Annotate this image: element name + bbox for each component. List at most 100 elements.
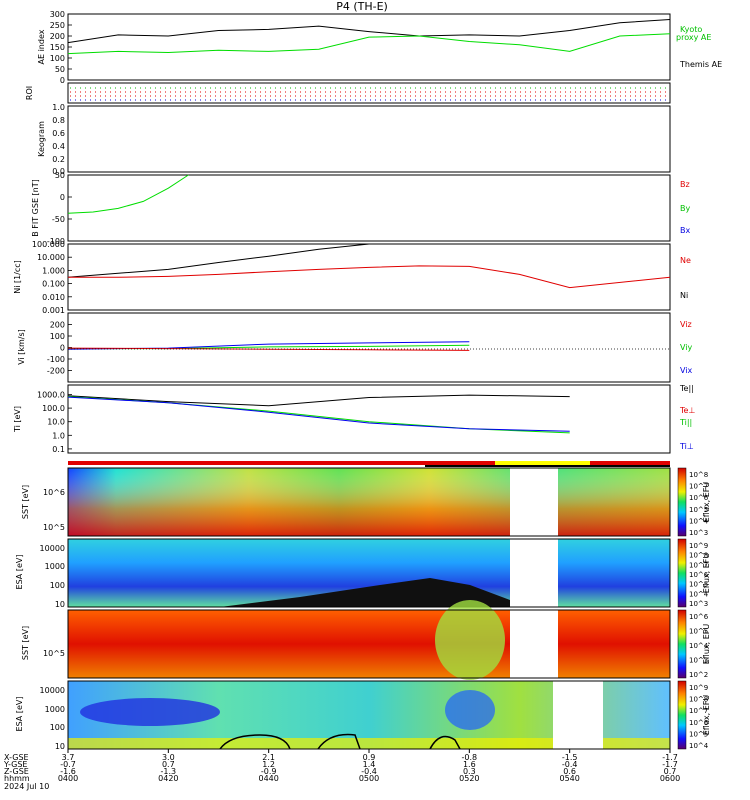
- legend-proxy-ae: proxy AE: [676, 33, 711, 42]
- vi-tick-label: -100: [47, 355, 65, 364]
- svg-text:10: 10: [55, 600, 65, 609]
- svg-text:Eflux, EFU: Eflux, EFU: [702, 624, 711, 665]
- footer-cell: 0400: [58, 774, 78, 783]
- footer-cell: -1.5: [562, 753, 578, 762]
- roi-panel: [67, 82, 671, 104]
- footer-cell: 3.0: [162, 753, 175, 762]
- esa-i-spectrogram: [67, 680, 671, 750]
- bfield-tick-label: 0: [60, 193, 65, 202]
- vi-tick-label: 100: [50, 332, 65, 341]
- footer-cell: -1.3: [161, 767, 177, 776]
- footer-columns: 3.7-0.7-1.604003.00.7-1.304202.11.2-0.90…: [58, 749, 680, 783]
- svg-text:0.6: 0.6: [52, 129, 65, 138]
- esa-e-spectrogram: [67, 538, 671, 608]
- esa-i-ylabel: ESA [eV]: [15, 697, 24, 732]
- footer-cell: 0.7: [664, 767, 677, 776]
- bfield-panel: [67, 174, 671, 242]
- footer-cell: 1.2: [262, 760, 275, 769]
- colorbar-tick-label: 10^5: [689, 628, 708, 636]
- footer-cell: 0440: [258, 774, 278, 783]
- ae-tick-label: 300: [50, 10, 65, 19]
- legend-bz: Bz: [680, 180, 690, 189]
- ni-tick-label: 100.000: [32, 240, 65, 249]
- footer-cell: 2.1: [262, 753, 275, 762]
- svg-text:1000: 1000: [45, 705, 65, 714]
- colorbar-tick-label: 10^6: [689, 571, 709, 579]
- ae-tick-label: 0: [60, 76, 65, 85]
- ae-tick-label: 150: [50, 43, 65, 52]
- spectrogram-ticks: 10^6 10^5 10000 1000 100 10 10^5 10000 1…: [40, 488, 65, 751]
- esa-e-ylabel: ESA [eV]: [15, 555, 24, 590]
- bfield-tick-label: -100: [47, 237, 65, 246]
- bfield-tick-label: 50: [55, 171, 65, 180]
- colorbar-tick-label: 10^7: [689, 707, 708, 715]
- vi-tick-labels: 200 100 0 -100 -200: [47, 321, 65, 376]
- footer-row-labels: X-GSE Y-GSE Z-GSE hhmm 2024 Jul 10: [3, 753, 49, 791]
- colorbar-tick-label: 10^3: [689, 529, 708, 537]
- vi-panel: [67, 312, 671, 383]
- data-lines: [67, 13, 671, 450]
- ae-series-themis-ae: [67, 19, 671, 44]
- ti-tick-labels: 1000.0 100.0 10.0 1.0 0.1: [37, 391, 65, 454]
- ti-tick-label: 1.0: [52, 431, 65, 440]
- svg-text:10^5: 10^5: [43, 523, 65, 532]
- roi-dots: [70, 87, 668, 101]
- ni-tick-label: 0.001: [42, 306, 65, 315]
- colorbar-tick-label: 10^7: [689, 561, 708, 569]
- bfield-tick-labels: 50 0 -50 -100: [47, 171, 65, 246]
- svg-text:0.8: 0.8: [52, 116, 65, 125]
- bfield-tick-label: -50: [52, 215, 65, 224]
- legend-viz: Viz: [680, 320, 692, 329]
- legend-vix: Vix: [680, 366, 693, 375]
- ni-tick-label: 0.010: [42, 293, 65, 302]
- panel-frames: [67, 13, 671, 454]
- svg-text:10000: 10000: [40, 544, 65, 553]
- footer-cell: 0.6: [563, 767, 576, 776]
- vi-tick-label: 0: [60, 344, 65, 353]
- footer-cell: 0.7: [162, 760, 175, 769]
- svg-text:0.2: 0.2: [52, 155, 65, 164]
- svg-text:Z-GSE: Z-GSE: [4, 767, 29, 776]
- footer-cell: 0.3: [463, 767, 476, 776]
- ti-panel: [67, 384, 671, 454]
- legend-ti-par: Ti||: [679, 418, 692, 427]
- svg-text:10000: 10000: [40, 686, 65, 695]
- vi-series-viz: [67, 347, 470, 351]
- footer-cell: 1.6: [463, 760, 476, 769]
- svg-text:Eflux, EFU: Eflux, EFU: [702, 695, 711, 736]
- ae-tick-label: 50: [55, 65, 65, 74]
- svg-text:10^5: 10^5: [43, 649, 65, 658]
- vi-tick-label: 200: [50, 321, 65, 330]
- colorbar-tick-label: 10^9: [689, 542, 708, 550]
- footer-cell: 1.4: [363, 760, 376, 769]
- ti-tick-label: 10.0: [47, 418, 65, 427]
- legend-themis-ae: Themis AE: [679, 60, 722, 69]
- colorbar-tick-label: 10^6: [689, 494, 709, 502]
- footer-cell: -0.4: [562, 760, 578, 769]
- svg-text:0.4: 0.4: [52, 142, 65, 151]
- footer-cell: 0500: [359, 774, 379, 783]
- date-label: 2024 Jul 10: [4, 782, 49, 791]
- svg-text:100: 100: [50, 581, 65, 590]
- ae-ylabel: AE index: [37, 29, 46, 64]
- footer-cell: 3.7: [62, 753, 75, 762]
- footer-cell: -0.4: [361, 767, 377, 776]
- sst-i-spectrogram: [67, 600, 671, 680]
- ti-tick-label: 1000.0: [37, 391, 65, 400]
- legend-by: By: [680, 204, 690, 213]
- ni-tick-label: 10.000: [37, 253, 65, 262]
- ae-tick-label: 100: [50, 54, 65, 63]
- colorbar-tick-label: 10^6: [689, 719, 709, 727]
- footer-cell: 0540: [559, 774, 579, 783]
- legend-te-perp: Te⊥: [679, 406, 695, 415]
- svg-text:hhmm: hhmm: [4, 774, 30, 783]
- svg-text:Eflux, EFU: Eflux, EFU: [702, 553, 711, 594]
- footer-cell: -1.7: [662, 753, 678, 762]
- svg-text:100: 100: [50, 723, 65, 732]
- svg-text:10^6: 10^6: [43, 488, 65, 497]
- bfield-series-by: [67, 174, 189, 214]
- sst-e-spectrogram: [67, 467, 671, 537]
- status-bar: [68, 461, 670, 467]
- colorbar-tick-label: 10^8: [689, 552, 708, 560]
- colorbar-tick-label: 10^6: [689, 613, 709, 621]
